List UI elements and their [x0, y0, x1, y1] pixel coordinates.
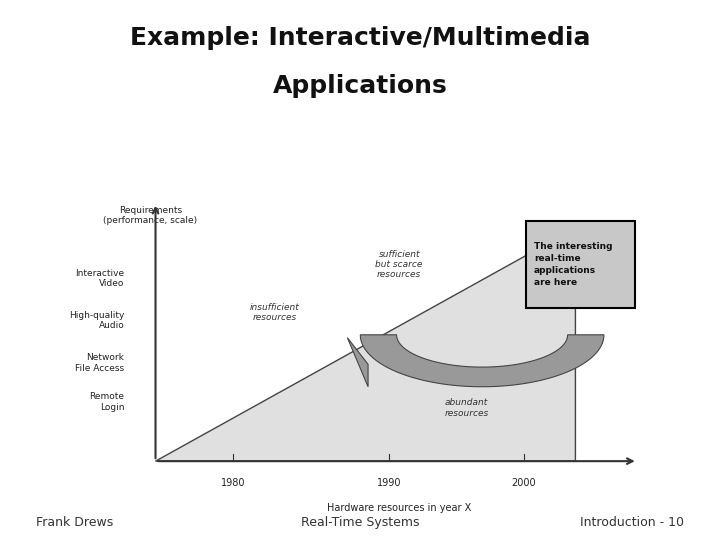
Polygon shape: [156, 228, 575, 461]
Text: abundant
resources: abundant resources: [444, 398, 489, 417]
Text: Applications: Applications: [273, 75, 447, 98]
Text: 1990: 1990: [377, 478, 401, 488]
Text: 2000: 2000: [511, 478, 536, 488]
Text: Introduction - 10: Introduction - 10: [580, 516, 684, 529]
Text: Interactive
Video: Interactive Video: [76, 269, 125, 288]
Text: Remote
Login: Remote Login: [89, 393, 125, 412]
Polygon shape: [360, 335, 604, 387]
Text: Hardware resources in year X: Hardware resources in year X: [327, 503, 472, 514]
Text: Frank Drews: Frank Drews: [36, 516, 113, 529]
Text: High-quality
Audio: High-quality Audio: [69, 311, 125, 330]
Text: Network
File Access: Network File Access: [76, 353, 125, 373]
Text: The interesting
real-time
applications
are here: The interesting real-time applications a…: [534, 242, 613, 287]
Polygon shape: [347, 338, 368, 387]
Text: insufficient
resources: insufficient resources: [250, 302, 300, 322]
Text: Real-Time Systems: Real-Time Systems: [301, 516, 419, 529]
Text: sufficient
but scarce
resources: sufficient but scarce resources: [376, 249, 423, 280]
Text: Example: Interactive/Multimedia: Example: Interactive/Multimedia: [130, 26, 590, 50]
FancyBboxPatch shape: [526, 221, 635, 308]
Text: 1980: 1980: [221, 478, 246, 488]
Text: Requirements
(performance, scale): Requirements (performance, scale): [103, 206, 197, 225]
